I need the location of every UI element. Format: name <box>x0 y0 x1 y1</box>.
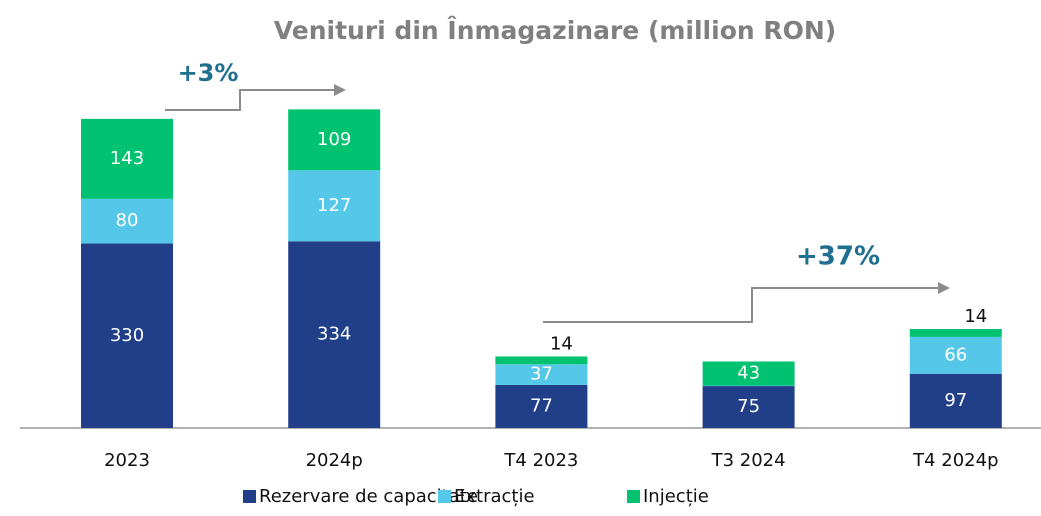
bar-segment <box>909 329 1002 337</box>
legend-label: Extracție <box>454 486 535 507</box>
arrow-head <box>938 282 950 294</box>
data-label: 80 <box>116 210 139 231</box>
legend-label: Rezervare de capacitate <box>259 486 478 507</box>
data-label: 66 <box>944 344 967 365</box>
bar-segment <box>702 361 795 386</box>
chart-title: Venituri din Înmagazinare (million RON) <box>274 16 836 45</box>
bar-segment <box>909 373 1002 428</box>
data-label: 127 <box>317 195 351 216</box>
data-label: 77 <box>530 395 553 416</box>
annotation: +3% <box>178 59 239 87</box>
legend-label: Injecție <box>643 486 709 507</box>
data-label: 143 <box>110 148 144 169</box>
bar-segment <box>288 241 381 428</box>
data-label: 43 <box>737 362 760 383</box>
x-tick-label: T4 2023 <box>503 450 578 471</box>
data-label: 14 <box>964 306 987 327</box>
bar-segment <box>702 386 795 428</box>
data-label: 330 <box>110 325 144 346</box>
data-label: 109 <box>317 129 351 150</box>
data-label: 37 <box>530 364 553 385</box>
legend-swatch <box>627 490 640 503</box>
annotation: +37% <box>796 242 880 272</box>
data-label: 334 <box>317 324 351 345</box>
bar-segment <box>81 243 173 428</box>
x-tick-label: 2023 <box>104 450 150 471</box>
bar-segment <box>702 385 795 387</box>
bar-segment <box>495 356 588 365</box>
bar-segment <box>288 170 381 242</box>
growth-arrow <box>165 89 338 111</box>
x-tick-label: T3 2024 <box>711 450 786 471</box>
bar-segment <box>495 364 588 385</box>
arrow-head <box>334 84 346 96</box>
data-label: 14 <box>550 333 573 354</box>
growth-arrow <box>543 287 942 323</box>
bar-segment <box>495 384 588 428</box>
data-label: 75 <box>737 396 760 417</box>
legend-swatch <box>438 490 451 503</box>
x-tick-label: T4 2024p <box>912 450 998 471</box>
bar-segment <box>81 198 173 244</box>
bar-segment <box>909 336 1002 374</box>
legend-swatch <box>243 490 256 503</box>
bar-segment <box>288 109 381 171</box>
x-tick-label: 2024p <box>306 450 363 471</box>
data-label: 97 <box>944 390 967 411</box>
bar-segment <box>81 118 173 199</box>
